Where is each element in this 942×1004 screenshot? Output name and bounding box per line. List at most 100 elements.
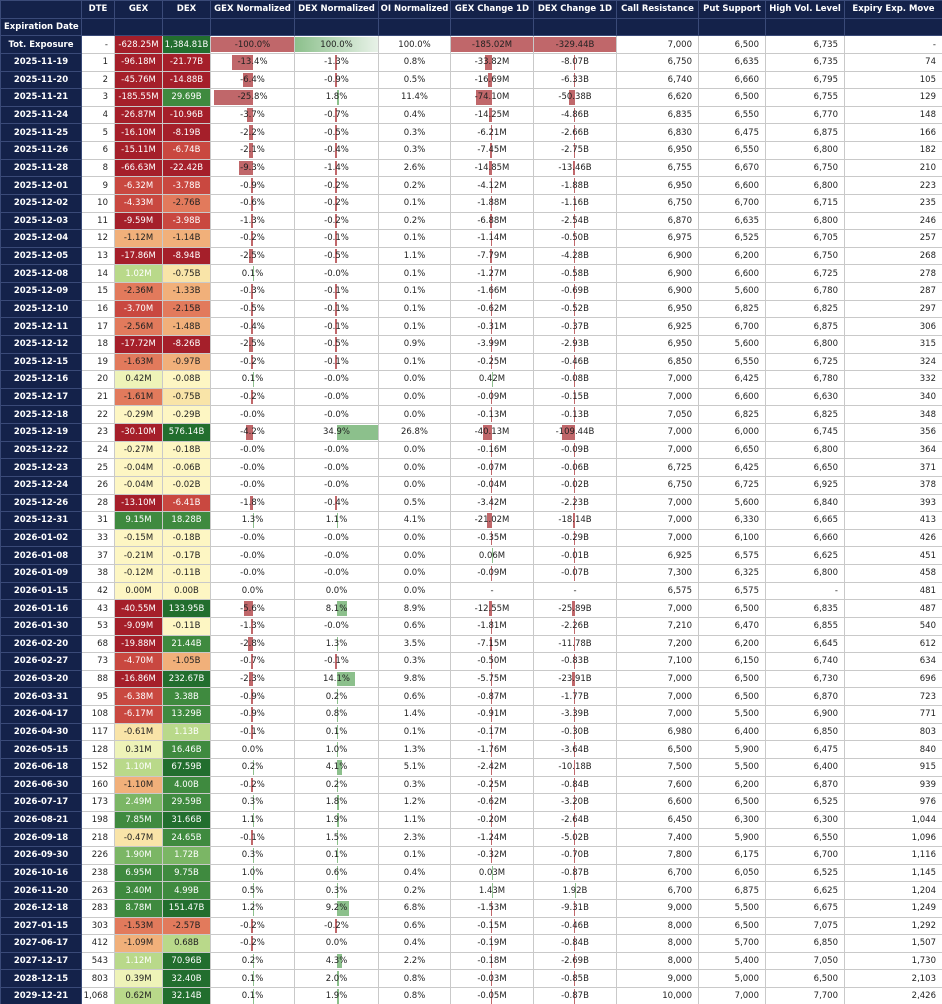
expiration-date-cell[interactable]: 2025-11-25	[0, 123, 82, 142]
table-row[interactable]: 2025-12-01 9 -6.32M -3.78B -0.9% -0.2% 0.2% -4.…	[0, 176, 942, 195]
table-row[interactable]: 2028-12-15 803 0.39M 32.40B 0.1% 2.0% 0.8% -0.0…	[0, 969, 942, 988]
expiration-date-cell[interactable]: 2026-02-20	[0, 634, 82, 654]
expiration-date-cell[interactable]: 2026-09-18	[0, 828, 82, 847]
expiration-date-cell[interactable]: 2026-01-30	[0, 616, 82, 636]
table-row[interactable]: 2026-07-17 173 2.49M 29.59B 0.3% 1.8% 1.2% -0.6…	[0, 793, 942, 812]
table-row[interactable]: 2025-12-08 14 1.02M -0.75B 0.1% -0.0% 0.1% -1.2…	[0, 264, 942, 283]
expiration-date-cell[interactable]: 2027-12-17	[0, 951, 82, 971]
table-row[interactable]: 2026-08-21 198 7.85M 31.66B 1.1% 1.9% 1.1% -0.2…	[0, 810, 942, 830]
table-row[interactable]: 2026-11-20 263 3.40M 4.99B 0.5% 0.3% 0.2% 1.43M…	[0, 881, 942, 900]
expiration-date-cell[interactable]: 2027-01-15	[0, 916, 82, 936]
table-row[interactable]: 2026-01-16 43 -40.55M 133.95B -5.6% 8.1% 8.9% -…	[0, 599, 942, 618]
header-call-resistance[interactable]: Call Resistance	[616, 0, 699, 19]
expiration-date-cell[interactable]: 2026-01-09	[0, 564, 82, 583]
table-row[interactable]: 2025-12-15 19 -1.63M -0.97B -0.2% -0.1% 0.1% -0…	[0, 352, 942, 372]
header-expiry-exp-move[interactable]: Expiry Exp. Move	[844, 0, 942, 19]
expiration-date-cell[interactable]: 2029-12-21	[0, 987, 82, 1004]
expiration-date-cell[interactable]: 2026-01-16	[0, 599, 82, 618]
expiration-date-cell[interactable]: 2026-06-18	[0, 757, 82, 777]
expiration-date-cell[interactable]: 2026-10-16	[0, 863, 82, 883]
expiration-date-cell[interactable]: 2026-12-18	[0, 898, 82, 918]
expiration-date-cell[interactable]: 2026-11-20	[0, 881, 82, 900]
table-row[interactable]: 2026-12-18 283 8.78M 151.47B 1.2% 9.2% 6.8% -1.…	[0, 898, 942, 918]
header-gex-normalized[interactable]: GEX Normalized	[210, 0, 295, 19]
expiration-date-cell[interactable]: 2025-12-26	[0, 493, 82, 513]
expiration-date-cell[interactable]: 2026-02-27	[0, 652, 82, 671]
table-row[interactable]: 2026-04-30 117 -0.61M 1.13B -0.1% 0.1% 0.1% -0.…	[0, 722, 942, 742]
table-row[interactable]: 2025-12-17 21 -1.61M -0.75B -0.2% -0.0% 0.0% -0…	[0, 387, 942, 407]
table-row[interactable]: 2025-12-04 12 -1.12M -1.14B -0.2% -0.1% 0.1% -1…	[0, 229, 942, 248]
expiration-date-cell[interactable]: 2025-12-24	[0, 475, 82, 495]
table-row[interactable]: 2026-02-27 73 -4.70M -1.05B -0.7% -0.1% 0.3% -0…	[0, 652, 942, 671]
expiration-date-cell[interactable]: 2025-12-17	[0, 387, 82, 407]
header-put-support[interactable]: Put Support	[698, 0, 766, 19]
table-row[interactable]: 2025-12-09 15 -2.36M -1.33B -0.3% -0.1% 0.1% -1…	[0, 282, 942, 301]
table-row[interactable]: 2026-01-15 42 0.00M 0.00B 0.0% 0.0% 0.0% - -6,57…	[0, 581, 942, 601]
expiration-date-cell[interactable]: 2026-04-30	[0, 722, 82, 742]
table-row[interactable]: 2025-12-16 20 0.42M -0.08B 0.1% -0.0% 0.0% 0.42…	[0, 370, 942, 389]
table-row[interactable]: 2025-11-25 5 -16.10M -8.19B -2.2% -0.5% 0.3% -6…	[0, 123, 942, 142]
header-high-vol-level[interactable]: High Vol. Level	[765, 0, 845, 19]
expiration-date-cell[interactable]: 2025-11-24	[0, 105, 82, 125]
table-row[interactable]: 2025-12-12 18 -17.72M -8.26B -2.5% -0.5% 0.9% -…	[0, 334, 942, 354]
expiration-date-cell[interactable]: 2025-12-31	[0, 511, 82, 530]
table-row[interactable]: 2026-01-30 53 -9.09M -0.11B -1.3% -0.0% 0.6% -1…	[0, 616, 942, 636]
header-dex[interactable]: DEX	[162, 0, 211, 19]
table-row[interactable]: 2025-11-28 8 -66.63M -22.42B -9.3% -1.4% 2.6% -…	[0, 158, 942, 178]
table-row[interactable]: 2025-11-21 3 -185.55M 29.69B -25.8% 1.8% 11.4%…	[0, 88, 942, 107]
table-row[interactable]: 2026-06-18 152 1.10M 67.59B 0.2% 4.1% 5.1% -2.4…	[0, 757, 942, 777]
expiration-date-cell[interactable]: 2026-08-21	[0, 810, 82, 830]
table-row[interactable]: 2025-12-26 28 -13.10M -6.41B -1.8% -0.4% 0.5% -…	[0, 493, 942, 513]
table-row[interactable]: 2026-01-02 33 -0.15M -0.18B -0.0% -0.0% 0.0% -0…	[0, 528, 942, 548]
expiration-date-cell[interactable]: 2025-11-19	[0, 52, 82, 72]
table-row[interactable]: 2025-12-10 16 -3.70M -2.15B -0.5% -0.1% 0.1% -0…	[0, 299, 942, 319]
expiration-date-cell[interactable]: 2025-12-12	[0, 334, 82, 354]
table-row[interactable]: 2025-12-05 13 -17.86M -8.94B -2.5% -0.5% 1.1% -…	[0, 246, 942, 266]
table-row[interactable]: 2026-05-15 128 0.31M 16.46B 0.0% 1.0% 1.3% -1.7…	[0, 740, 942, 759]
expiration-date-cell[interactable]: 2025-11-28	[0, 158, 82, 178]
table-row[interactable]: 2025-11-26 6 -15.11M -6.74B -2.1% -0.4% 0.3% -7…	[0, 141, 942, 160]
table-row[interactable]: 2026-10-16 238 6.95M 9.75B 1.0% 0.6% 0.4% 0.03M…	[0, 863, 942, 883]
expiration-date-cell[interactable]: 2025-12-18	[0, 405, 82, 424]
table-row[interactable]: 2026-09-18 218 -0.47M 24.65B -0.1% 1.5% 2.3% -1…	[0, 828, 942, 847]
expiration-date-cell[interactable]: 2026-01-02	[0, 528, 82, 548]
expiration-date-cell[interactable]: 2026-03-20	[0, 669, 82, 689]
expiration-date-cell[interactable]: 2026-09-30	[0, 846, 82, 865]
expiration-date-cell[interactable]: 2027-06-17	[0, 934, 82, 953]
table-row[interactable]: 2025-12-31 31 9.15M 18.28B 1.3% 1.1% 4.1% -21.0…	[0, 511, 942, 530]
table-row[interactable]: 2025-11-19 1 -96.18M -21.77B -13.4% -1.3% 0.8%…	[0, 52, 942, 72]
expiration-date-cell[interactable]: 2025-12-10	[0, 299, 82, 319]
table-row[interactable]: 2027-06-17 412 -1.09M 0.68B -0.2% 0.0% 0.4% -0.…	[0, 934, 942, 953]
table-row[interactable]: 2026-01-09 38 -0.12M -0.11B -0.0% -0.0% 0.0% -0…	[0, 564, 942, 583]
expiration-date-cell[interactable]: 2025-12-05	[0, 246, 82, 266]
expiration-date-cell[interactable]: 2026-01-08	[0, 546, 82, 565]
expiration-date-cell[interactable]: 2026-06-30	[0, 775, 82, 795]
table-row[interactable]: 2025-12-02 10 -4.33M -2.76B -0.6% -0.2% 0.1% -1…	[0, 193, 942, 213]
table-row[interactable]: 2025-12-11 17 -2.56M -1.48B -0.4% -0.1% 0.1% -0…	[0, 317, 942, 336]
total-exposure-row[interactable]: Tot. Exposure - -628.25M 1,384.81B -100.0% 10…	[0, 35, 942, 54]
expiration-date-cell[interactable]: 2025-12-23	[0, 458, 82, 477]
table-row[interactable]: 2029-12-21 1,068 0.62M 32.14B 0.1% 1.9% 0.8% -0…	[0, 987, 942, 1004]
table-row[interactable]: 2026-03-31 95 -6.38M 3.38B -0.9% 0.2% 0.6% -0.8…	[0, 687, 942, 706]
expiration-date-cell[interactable]: 2025-11-26	[0, 141, 82, 160]
expiration-date-cell[interactable]: 2025-12-08	[0, 264, 82, 283]
expiration-date-cell[interactable]: 2025-12-19	[0, 423, 82, 442]
table-row[interactable]: 2027-12-17 543 1.12M 70.96B 0.2% 4.3% 2.2% -0.1…	[0, 951, 942, 971]
table-row[interactable]: 2026-04-17 108 -6.17M 13.29B -0.9% 0.8% 1.4% -0…	[0, 705, 942, 724]
header-gex[interactable]: GEX	[114, 0, 163, 19]
table-row[interactable]: 2026-06-30 160 -1.10M 4.00B -0.2% 0.2% 0.3% -0.…	[0, 775, 942, 795]
expiration-date-cell[interactable]: 2025-12-04	[0, 229, 82, 248]
expiration-date-cell[interactable]: 2026-05-15	[0, 740, 82, 759]
table-row[interactable]: 2025-12-22 24 -0.27M -0.18B -0.0% -0.0% 0.0% -0…	[0, 440, 942, 460]
expiration-date-cell[interactable]: 2025-12-16	[0, 370, 82, 389]
table-row[interactable]: 2025-12-03 11 -9.59M -3.98B -1.3% -0.2% 0.2% -6…	[0, 211, 942, 231]
expiration-date-cell[interactable]: 2025-12-02	[0, 193, 82, 213]
expiration-date-cell[interactable]: 2026-04-17	[0, 705, 82, 724]
expiration-date-cell[interactable]: 2026-07-17	[0, 793, 82, 812]
expiration-date-cell[interactable]: Tot. Exposure	[0, 35, 82, 54]
table-row[interactable]: 2027-01-15 303 -1.53M -2.57B -0.2% -0.2% 0.6% -…	[0, 916, 942, 936]
header-expiration-date[interactable]: Expiration Date	[0, 17, 82, 37]
header-dex-change-1d[interactable]: DEX Change 1D	[533, 0, 617, 19]
table-row[interactable]: 2026-02-20 68 -19.88M 21.44B -2.8% 1.3% 3.5% -7…	[0, 634, 942, 654]
table-row[interactable]: 2026-09-30 226 1.90M 1.72B 0.3% 0.1% 0.1% -0.32…	[0, 846, 942, 865]
